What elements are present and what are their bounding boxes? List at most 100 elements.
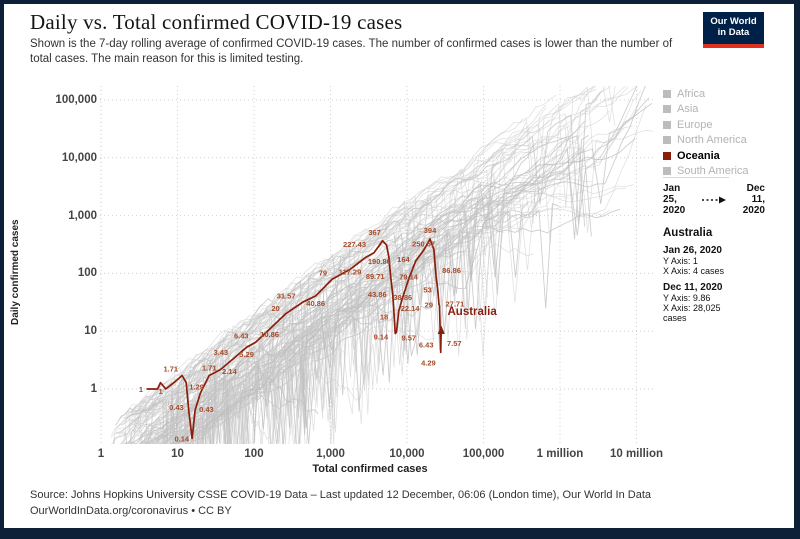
- legend-divider: [663, 177, 729, 178]
- legend-swatch-icon: [663, 89, 671, 98]
- country-trajectory: [163, 90, 642, 444]
- data-point-label: 1: [139, 385, 143, 394]
- series-australia[interactable]: 1 1 1.71 1.29 0.43 0.14 0.43 1.71 2.14 3.43 5.29 6.…: [139, 226, 497, 443]
- x-tick-label: 100,000: [462, 448, 505, 460]
- date-range-end-line: 11,: [751, 194, 765, 205]
- data-point-label: 7.57: [447, 339, 462, 348]
- country-trajectory: [135, 196, 466, 433]
- legend-item-europe[interactable]: Europe: [663, 117, 793, 133]
- data-point-label: 38.86: [393, 293, 412, 302]
- continent-legend: Africa Asia Europe North America Oceania Sout…: [663, 86, 793, 179]
- annotation-start-y: Y Axis: 1: [663, 256, 698, 266]
- source-line: Source: Johns Hopkins University CSSE CO…: [30, 489, 651, 501]
- legend-label: North America: [677, 134, 747, 147]
- country-trajectory: [146, 126, 633, 444]
- country-trajectory: [134, 150, 517, 425]
- data-point-label: 117.29: [339, 267, 362, 276]
- legend-label: Europe: [677, 118, 713, 131]
- country-trajectory: [167, 154, 558, 444]
- data-point-label: 164: [397, 255, 410, 264]
- legend-item-africa[interactable]: Africa: [663, 86, 793, 102]
- annotation-start-date: Jan 26, 2020: [663, 245, 722, 256]
- date-range-end: Dec 11, 2020: [743, 183, 765, 216]
- y-tick-label: 1,000: [68, 209, 97, 222]
- legend-item-oceania[interactable]: Oceania: [663, 148, 793, 164]
- country-trajectory: [147, 86, 638, 444]
- legend-swatch-icon: [663, 120, 671, 129]
- series-name-label: Australia: [448, 306, 498, 318]
- y-tick-label: 10,000: [61, 151, 97, 164]
- owid-logo[interactable]: Our World in Data: [703, 12, 764, 48]
- country-trajectory: [189, 201, 529, 444]
- country-trajectory: [138, 198, 525, 412]
- data-point-label: 79.14: [399, 272, 419, 281]
- data-point-label: 1.71: [202, 364, 217, 373]
- date-range-start-line: Jan: [663, 183, 681, 194]
- data-point-label: 2.14: [222, 367, 237, 376]
- owid-logo-text: Our World in Data: [703, 12, 764, 44]
- country-trajectory: [112, 195, 526, 444]
- date-range-arrow-icon: [685, 196, 743, 204]
- data-point-label: 40.86: [306, 299, 325, 308]
- x-tick-label: 100: [244, 448, 264, 460]
- line-end-arrow-icon: [437, 325, 445, 335]
- x-tick-label: 10: [171, 448, 184, 460]
- data-point-label: 5.29: [239, 350, 254, 359]
- legend-swatch-icon: [663, 136, 671, 145]
- country-trajectory: [141, 142, 559, 444]
- data-point-label: 0.43: [199, 405, 214, 414]
- x-tick-label: 10,000: [389, 448, 425, 460]
- annotation-end-date: Dec 11, 2020: [663, 281, 723, 293]
- date-range-start-line: 2020: [663, 205, 686, 216]
- data-point-label: 1.29: [189, 383, 204, 392]
- country-trajectory: [129, 104, 547, 444]
- country-trajectory: [123, 162, 499, 444]
- legend-label: South America: [677, 165, 749, 178]
- country-trajectory: [148, 86, 611, 444]
- owid-logo-red-strip: [703, 44, 764, 48]
- data-point-label: 20: [271, 304, 279, 313]
- x-tick-label: 1 million: [536, 448, 584, 460]
- country-trajectory: [115, 121, 527, 434]
- data-point-label: 250.57: [412, 239, 435, 248]
- annotation-start-x: X Axis: 4 cases: [663, 266, 725, 277]
- x-axis-title: Total confirmed cases: [312, 463, 428, 475]
- country-trajectory: [172, 319, 336, 444]
- source-footer: Source: Johns Hopkins University CSSE CO…: [30, 488, 760, 520]
- source-link-line[interactable]: OurWorldInData.org/coronavirus • CC BY: [30, 504, 232, 517]
- data-point-label: 53: [423, 285, 431, 294]
- country-trajectory: [155, 121, 585, 444]
- chart-plot-area[interactable]: 1 1 1.71 1.29 0.43 0.14 0.43 1.71 2.14 3.43 5.29 6.…: [0, 80, 660, 480]
- country-trajectory: [118, 120, 550, 421]
- page-title: Daily vs. Total confirmed COVID-19 cases: [30, 10, 403, 34]
- data-point-label: 394: [424, 226, 437, 235]
- date-range: Jan 25, 2020 Dec 11, 2020: [663, 183, 765, 216]
- country-trajectory: [119, 86, 629, 444]
- country-trajectory: [113, 307, 289, 444]
- legend-swatch-icon: [663, 105, 671, 114]
- data-point-label: 79: [319, 268, 327, 277]
- x-tick-label: 1: [97, 448, 105, 460]
- x-tick-label: 10 million: [609, 448, 664, 460]
- country-trajectory: [114, 135, 550, 430]
- x-tick-label: 1,000: [316, 448, 345, 460]
- owid-logo-line2: in Data: [717, 27, 750, 38]
- data-point-label: 29: [425, 301, 433, 310]
- country-trajectory: [129, 88, 597, 425]
- legend-label: Oceania: [677, 149, 720, 162]
- country-trajectory: [164, 86, 646, 444]
- data-point-label: 27.71: [446, 300, 465, 309]
- data-point-label: 3.43: [213, 348, 228, 357]
- legend-label: Asia: [677, 103, 699, 116]
- australia-line[interactable]: [146, 238, 443, 440]
- y-tick-label: 100: [77, 267, 97, 280]
- selected-country-annotation: Australia Jan 26, 2020 Y Axis: 1 X Axis:…: [663, 227, 773, 324]
- legend-item-south-america[interactable]: South America: [663, 164, 793, 180]
- data-point-label: 86.86: [442, 266, 461, 275]
- data-point-label: 4.29: [421, 358, 436, 367]
- legend-item-asia[interactable]: Asia: [663, 102, 793, 118]
- data-point-label: 10.86: [260, 330, 279, 339]
- page-subtitle: Shown is the 7-day rolling average of co…: [30, 38, 673, 65]
- data-point-label: 1: [159, 387, 163, 396]
- legend-item-north-america[interactable]: North America: [663, 133, 793, 149]
